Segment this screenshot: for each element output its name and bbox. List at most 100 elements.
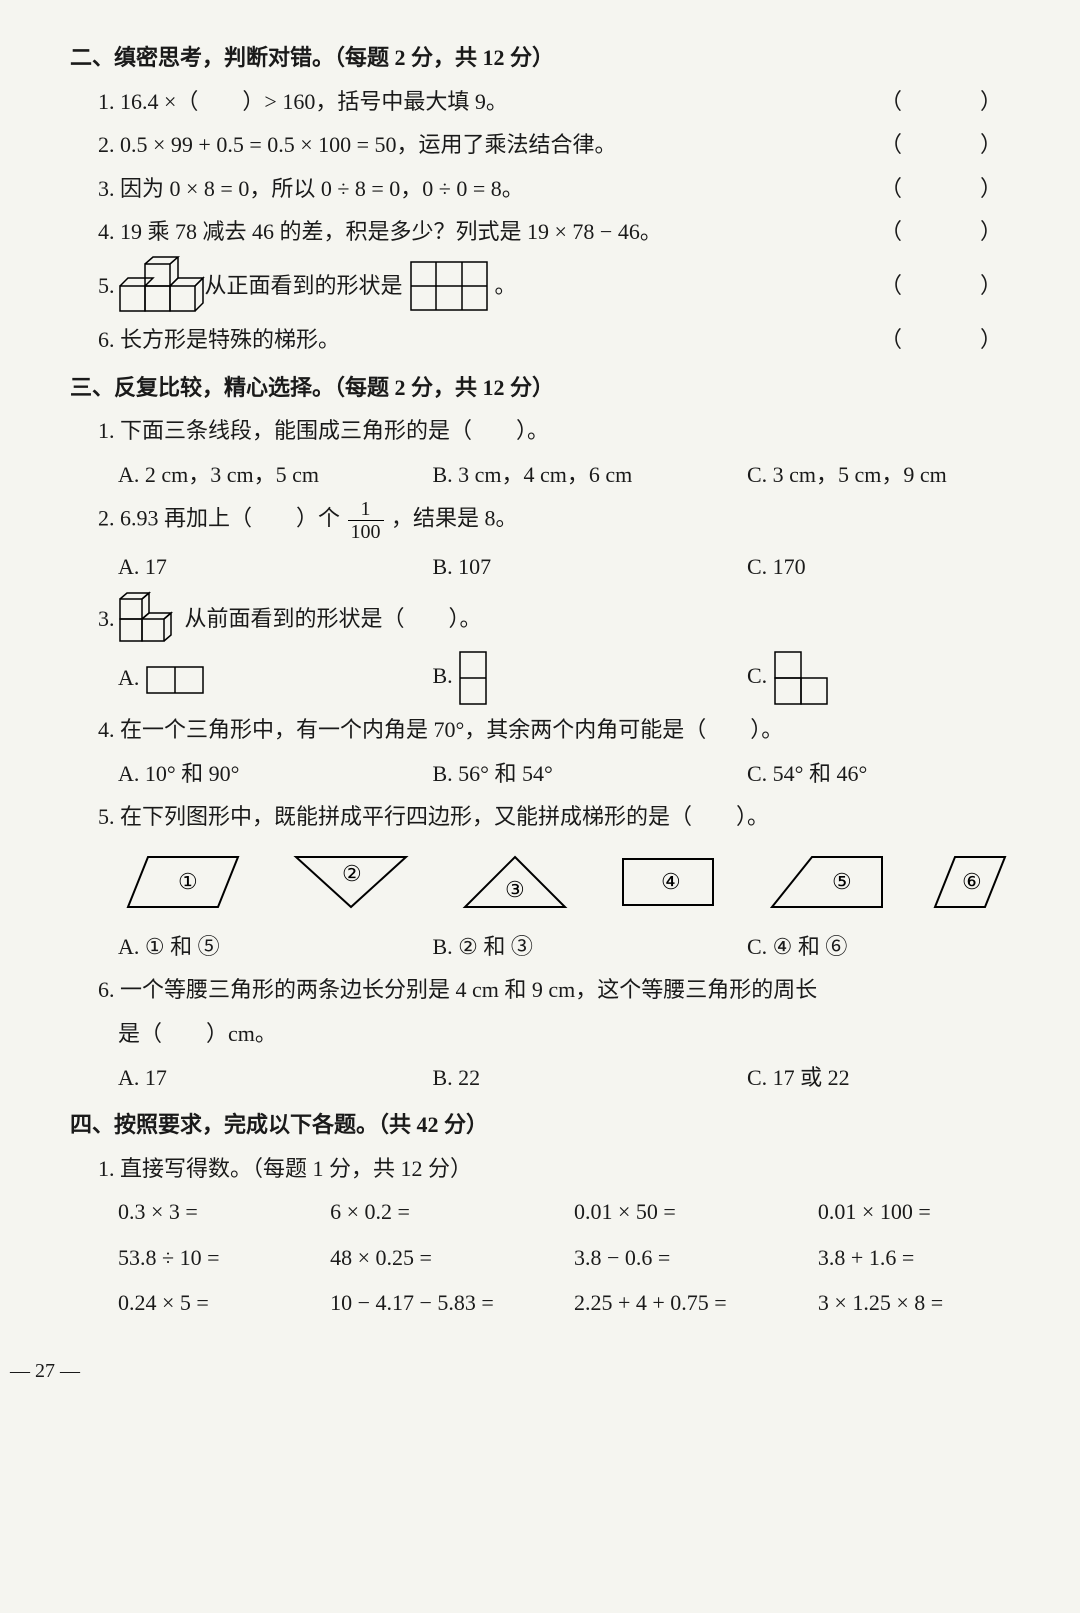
q-num: 1.: [98, 418, 115, 443]
q-text: 16.4 ×（ ）> 160，括号中最大填 9。: [120, 89, 508, 114]
shape-5-right-trapezoid: ⑤: [762, 847, 892, 917]
q-num: 4.: [98, 717, 115, 742]
s3-q1: 1. 下面三条线段，能围成三角形的是（ ）。: [70, 411, 1030, 451]
calculation-grid: 0.3 × 3 = 6 × 0.2 = 0.01 × 50 = 0.01 × 1…: [70, 1192, 1030, 1323]
calc-cell[interactable]: 53.8 ÷ 10 =: [118, 1238, 330, 1278]
option-c[interactable]: C. 3 cm，5 cm，9 cm: [747, 455, 1030, 495]
q-text: 从前面看到的形状是（ ）。: [185, 599, 482, 639]
tf-bracket[interactable]: （ ）: [880, 320, 1030, 360]
shape-label: ③: [505, 877, 525, 902]
s3-q5-options: A. ① 和 ⑤ B. ② 和 ③ C. ④ 和 ⑥: [70, 927, 1030, 967]
calc-cell[interactable]: 10 − 4.17 − 5.83 =: [330, 1283, 574, 1323]
s3-q5-shapes: ① ② ③ ④ ⑤ ⑥: [70, 847, 1030, 917]
q-text: 6.93 再加上（ ）个: [120, 506, 340, 531]
option-b[interactable]: B. 22: [432, 1058, 746, 1098]
tf-bracket[interactable]: （ ）: [880, 266, 1030, 306]
s3-q4: 4. 在一个三角形中，有一个内角是 70°，其余两个内角可能是（ ）。: [70, 710, 1030, 750]
shape-label: ②: [342, 861, 362, 886]
q-text: 在一个三角形中，有一个内角是 70°，其余两个内角可能是（ ）。: [120, 717, 783, 742]
option-a[interactable]: A. ① 和 ⑤: [118, 927, 432, 967]
option-a[interactable]: A. 17: [118, 1058, 432, 1098]
q-num: 4.: [98, 219, 115, 244]
q-text: 直接写得数。（每题 1 分，共 12 分）: [120, 1156, 472, 1181]
s2-q4: 4. 19 乘 78 减去 46 的差，积是多少？列式是 19 × 78 − 4…: [70, 212, 1030, 252]
calc-cell[interactable]: 0.01 × 100 =: [818, 1192, 1030, 1232]
option-c[interactable]: C. 54° 和 46°: [747, 754, 1030, 794]
s2-q2: 2. 0.5 × 99 + 0.5 = 0.5 × 100 = 50，运用了乘法…: [70, 125, 1030, 165]
option-b[interactable]: B. ② 和 ③: [432, 927, 746, 967]
option-c[interactable]: C. 17 或 22: [747, 1058, 1030, 1098]
shape-2-triangle-down: ②: [286, 847, 416, 917]
opt-label: B.: [432, 663, 452, 688]
option-b[interactable]: B.: [432, 650, 746, 706]
q-text-cont: 是（ ）cm。: [118, 1021, 277, 1046]
option-b[interactable]: B. 107: [432, 547, 746, 587]
option-b[interactable]: B. 3 cm，4 cm，6 cm: [432, 455, 746, 495]
tf-bracket[interactable]: （ ）: [880, 125, 1030, 165]
cube-stack-icon: [115, 591, 185, 646]
calc-cell[interactable]: 2.25 + 4 + 0.75 =: [574, 1283, 818, 1323]
cube-shape-icon: [115, 256, 205, 316]
option-b[interactable]: B. 56° 和 54°: [432, 754, 746, 794]
opt-label: A.: [118, 665, 139, 690]
page-number: — 27 —: [10, 1353, 1030, 1389]
s3-q6-line2: 是（ ）cm。: [70, 1014, 1030, 1054]
q-text: 19 乘 78 减去 46 的差，积是多少？列式是 19 × 78 − 46。: [120, 219, 662, 244]
shape-6-parallelogram: ⑥: [930, 847, 1010, 917]
option-a[interactable]: A. 17: [118, 547, 432, 587]
shape-4-rectangle: ④: [613, 847, 723, 917]
q-text-suffix: ，结果是 8。: [391, 506, 518, 531]
calc-cell[interactable]: 0.24 × 5 =: [118, 1283, 330, 1323]
tf-bracket[interactable]: （ ）: [880, 212, 1030, 252]
s3-q4-options: A. 10° 和 90° B. 56° 和 54° C. 54° 和 46°: [70, 754, 1030, 794]
shape-label: ①: [178, 869, 198, 894]
q-num: 5.: [98, 266, 115, 306]
shape-3-triangle-up: ③: [455, 847, 575, 917]
q-num: 1.: [98, 89, 115, 114]
s2-q3: 3. 因为 0 × 8 = 0，所以 0 ÷ 8 = 0，0 ÷ 0 = 8。 …: [70, 169, 1030, 209]
calc-cell[interactable]: 3 × 1.25 × 8 =: [818, 1283, 1030, 1323]
section-4-title: 四、按照要求，完成以下各题。（共 42 分）: [70, 1105, 1030, 1145]
q-num: 6.: [98, 327, 115, 352]
q-num: 3.: [98, 599, 115, 639]
fraction-denominator: 100: [348, 521, 384, 543]
q-text: 从正面看到的形状是: [205, 266, 403, 306]
q-text: 一个等腰三角形的两条边长分别是 4 cm 和 9 cm，这个等腰三角形的周长: [120, 977, 817, 1002]
option-c[interactable]: C. ④ 和 ⑥: [747, 927, 1030, 967]
section-2-title: 二、缜密思考，判断对错。（每题 2 分，共 12 分）: [70, 38, 1030, 78]
option-c[interactable]: C. 170: [747, 547, 1030, 587]
fraction: 1 100: [348, 498, 384, 543]
q-num: 5.: [98, 804, 115, 829]
section-3-title: 三、反复比较，精心选择。（每题 2 分，共 12 分）: [70, 368, 1030, 408]
tf-bracket[interactable]: （ ）: [880, 169, 1030, 209]
opt-label: C.: [747, 663, 767, 688]
q-text: 下面三条线段，能围成三角形的是（ ）。: [120, 418, 549, 443]
s3-q1-options: A. 2 cm，3 cm，5 cm B. 3 cm，4 cm，6 cm C. 3…: [70, 455, 1030, 495]
grid-1x2-icon: [458, 650, 488, 706]
calc-cell[interactable]: 3.8 − 0.6 =: [574, 1238, 818, 1278]
option-a[interactable]: A.: [118, 658, 432, 698]
option-a[interactable]: A. 10° 和 90°: [118, 754, 432, 794]
s2-q1: 1. 16.4 ×（ ）> 160，括号中最大填 9。 （ ）: [70, 82, 1030, 122]
option-c[interactable]: C.: [747, 650, 1030, 706]
option-a[interactable]: A. 2 cm，3 cm，5 cm: [118, 455, 432, 495]
grid-2x1-icon: [145, 665, 205, 695]
q-num: 2.: [98, 506, 115, 531]
calc-cell[interactable]: 6 × 0.2 =: [330, 1192, 574, 1232]
calc-cell[interactable]: 0.01 × 50 =: [574, 1192, 818, 1232]
calc-cell[interactable]: 0.3 × 3 =: [118, 1192, 330, 1232]
shape-label: ④: [661, 869, 681, 894]
q-num: 2.: [98, 132, 115, 157]
calc-cell[interactable]: 48 × 0.25 =: [330, 1238, 574, 1278]
calc-cell[interactable]: 3.8 + 1.6 =: [818, 1238, 1030, 1278]
tf-bracket[interactable]: （ ）: [880, 82, 1030, 122]
q-text: 0.5 × 99 + 0.5 = 0.5 × 100 = 50，运用了乘法结合律…: [120, 132, 617, 157]
s3-q2: 2. 6.93 再加上（ ）个 1 100 ，结果是 8。: [70, 498, 1030, 543]
q-num: 1.: [98, 1156, 115, 1181]
l-shape-icon: [773, 650, 831, 706]
s2-q5: 5. 从正面看到的形状是 。 （ ）: [70, 256, 1030, 316]
q-num: 3.: [98, 176, 115, 201]
fraction-numerator: 1: [348, 498, 384, 521]
s3-q3: 3. 从前面看到的形状是（ ）。: [70, 591, 1030, 646]
shape-label: ⑤: [832, 869, 852, 894]
